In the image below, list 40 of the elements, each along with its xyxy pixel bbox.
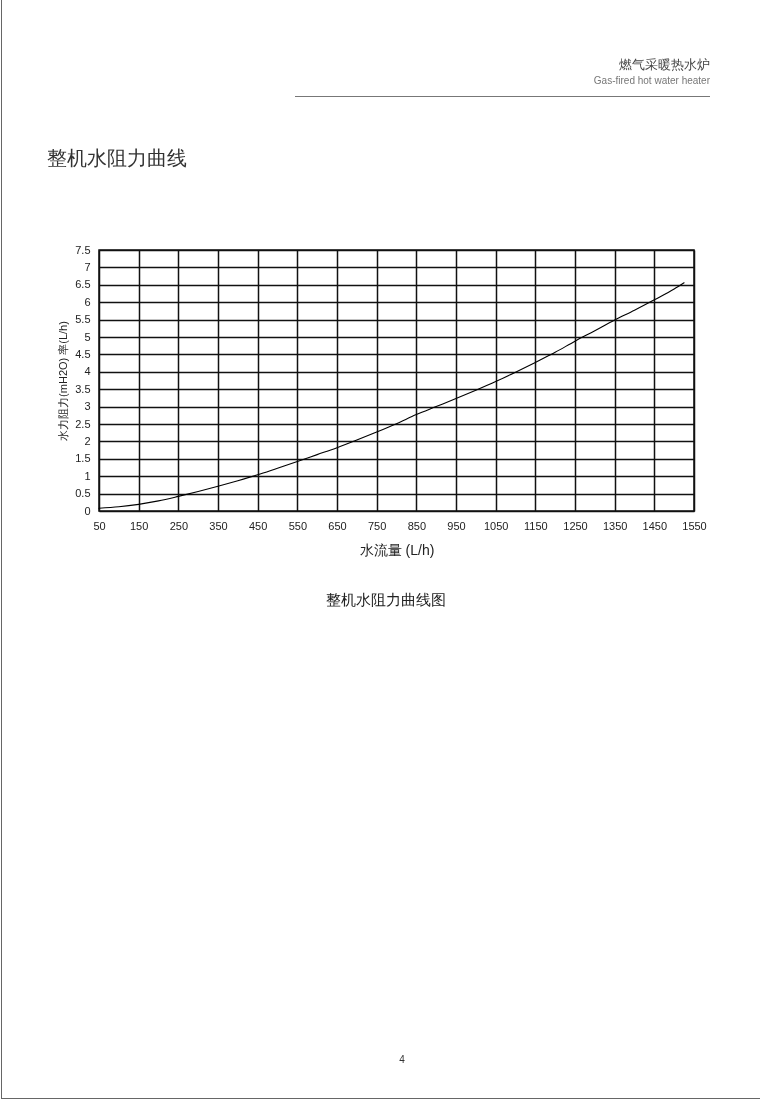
y-tick-label: 6.5 <box>75 278 91 291</box>
x-tick-label: 1150 <box>524 519 548 532</box>
y-tick-label: 5.5 <box>75 313 91 326</box>
x-tick-label: 450 <box>248 519 268 532</box>
text: 4 <box>399 1054 405 1065</box>
x-tick-label: 1350 <box>602 519 628 532</box>
y-tick-label: 4 <box>84 365 91 378</box>
y-tick-label: 0 <box>84 504 91 517</box>
chart-title: 整机水阻力曲线 <box>47 146 187 171</box>
x-tick-label: 1250 <box>563 519 588 532</box>
x-tick-label: 850 <box>407 519 427 532</box>
y-tick-label: 1 <box>84 469 91 482</box>
y-tick-label: 2 <box>84 434 91 447</box>
x-tick-label: 350 <box>209 519 228 532</box>
text: Gas-fired hot water heater <box>593 75 710 86</box>
x-tick-label: 50 <box>93 519 106 532</box>
x-tick-label: 250 <box>169 519 189 532</box>
x-tick-label: 750 <box>367 519 387 532</box>
x-tick-label: 1550 <box>682 519 707 532</box>
text: 整机水阻力曲线图 <box>326 591 446 610</box>
line-series <box>98 282 685 509</box>
x-tick-label: 550 <box>288 519 308 532</box>
y-tick-label: 7 <box>84 260 91 273</box>
y-tick-label: 1.5 <box>75 452 91 465</box>
y-tick-label: 4.5 <box>75 347 91 360</box>
y-tick-label: 3 <box>84 400 91 413</box>
x-tick-label: 1050 <box>483 519 509 532</box>
y-axis-title: 水力阻力(mH2O) 率(L/h) <box>57 321 70 441</box>
x-tick-label: 1450 <box>642 519 668 532</box>
y-tick-label: 3.5 <box>75 382 91 395</box>
x-tick-label: 950 <box>447 519 466 532</box>
text: 燃气采暖热水炉 <box>619 56 710 74</box>
x-tick-label: 150 <box>129 519 149 532</box>
y-tick-label: 6 <box>84 295 91 308</box>
y-tick-label: 2.5 <box>75 417 91 430</box>
x-axis-title: 水流量 (L/h) <box>359 541 435 558</box>
y-tick-label: 5 <box>84 330 91 343</box>
y-tick-label: 7.5 <box>75 243 91 256</box>
y-tick-label: 0.5 <box>75 487 91 500</box>
x-tick-label: 650 <box>328 519 347 532</box>
